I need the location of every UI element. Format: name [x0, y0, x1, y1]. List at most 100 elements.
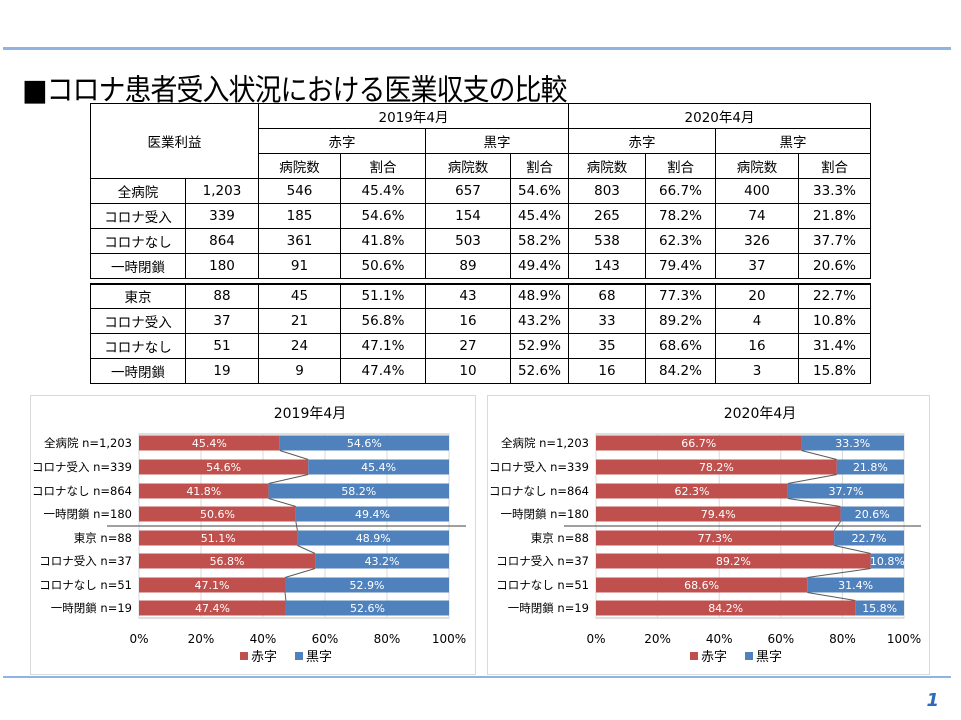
table-cell: 66.7% [645, 178, 716, 204]
data-label: 49.4% [355, 508, 390, 521]
table-cell: 15.8% [798, 358, 871, 384]
x-tick-label: 80% [374, 632, 401, 646]
data-label: 43.2% [365, 555, 400, 568]
data-label: 50.6% [200, 508, 235, 521]
bar-red [139, 506, 296, 522]
series-line [801, 450, 837, 460]
data-label: 77.3% [698, 532, 733, 545]
data-label: 47.1% [195, 579, 230, 592]
table-cell: 3 [715, 358, 799, 384]
table-cell: 68 [568, 282, 646, 309]
table-cell: 33.3% [798, 178, 871, 204]
group-header: 黒字 [425, 128, 569, 154]
data-label: 52.6% [350, 602, 385, 615]
bar-blue [870, 553, 904, 569]
series-line [787, 474, 837, 484]
series-line [787, 498, 841, 507]
page-title: ■コロナ患者受入状況における医業収支の比較 [22, 73, 568, 108]
table-cell: 10 [425, 358, 511, 384]
bar-blue [297, 530, 449, 546]
legend-label: 赤字 [701, 650, 727, 665]
bar-blue [315, 553, 449, 569]
x-tick-label: 20% [644, 632, 671, 646]
legend-swatch-red [690, 652, 698, 660]
bar-blue [840, 506, 904, 522]
legend-label: 赤字 [251, 650, 277, 665]
x-tick-label: 20% [188, 632, 215, 646]
x-tick-label: 0% [586, 632, 605, 646]
table-cell: 339 [185, 203, 259, 229]
bar-blue [308, 459, 449, 475]
data-label: 84.2% [708, 602, 743, 615]
data-label: 41.8% [186, 485, 221, 498]
table-cell: 88 [185, 282, 259, 309]
data-label: 54.6% [347, 437, 382, 450]
bar-red [139, 483, 269, 499]
data-label: 58.2% [341, 485, 376, 498]
bar-blue [285, 577, 449, 593]
top-rule [3, 47, 951, 50]
bar-blue [787, 483, 904, 499]
data-label: 15.8% [862, 602, 897, 615]
table-cell: 52.6% [510, 358, 569, 384]
series-line [284, 592, 287, 601]
table-cell: 45 [258, 282, 341, 309]
category-label: 東京 n=88 [531, 531, 589, 545]
table-cell: 21.8% [798, 203, 871, 229]
category-label: コロナ受入 n=339 [32, 460, 132, 474]
data-label: 89.2% [716, 555, 751, 568]
bar-blue [855, 600, 904, 616]
data-label: 47.4% [195, 602, 230, 615]
data-label: 54.6% [206, 461, 241, 474]
table-row: コロナなし 864 361 41.8% 503 58.2% 538 62.3% 326 37.7% [90, 228, 871, 254]
data-label: 48.9% [356, 532, 391, 545]
sub-header: 割合 [645, 153, 716, 179]
category-label: コロナ受入 n=37 [496, 554, 589, 568]
data-label: 62.3% [674, 485, 709, 498]
category-label: 一時閉鎖 n=19 [508, 601, 589, 615]
group-header: 赤字 [568, 128, 716, 154]
table-cell: 一時閉鎖 [90, 253, 186, 279]
category-label: コロナなし n=864 [32, 484, 132, 498]
data-label: 22.7% [852, 532, 887, 545]
series-line [279, 450, 309, 460]
series-line [807, 568, 871, 578]
table-cell: 84.2% [645, 358, 716, 384]
legend-swatch-blue [745, 652, 753, 660]
bar-red [139, 530, 298, 546]
category-label: コロナなし n=51 [496, 578, 589, 592]
bar-blue [279, 435, 449, 451]
bar-blue [836, 459, 904, 475]
bar-red [596, 435, 802, 451]
bar-red [139, 553, 316, 569]
data-label: 68.6% [684, 579, 719, 592]
bar-blue [285, 600, 449, 616]
x-tick-label: 60% [767, 632, 794, 646]
series-line [284, 568, 316, 578]
x-tick-label: 100% [887, 632, 921, 646]
data-label: 78.2% [699, 461, 734, 474]
bar-blue [268, 483, 449, 499]
table-cell: 52.9% [510, 333, 569, 359]
table-cell: 全病院 [90, 178, 186, 204]
bar-red [139, 459, 309, 475]
legend-swatch-blue [295, 652, 303, 660]
series-line [268, 474, 309, 484]
page-number: 1 [926, 690, 939, 711]
table-cell: 20.6% [798, 253, 871, 279]
table-cell: 91 [258, 253, 341, 279]
category-label: コロナなし n=864 [489, 484, 589, 498]
x-tick-label: 0% [129, 632, 148, 646]
x-tick-label: 40% [250, 632, 277, 646]
bar-red [596, 553, 871, 569]
table-cell: 185 [258, 203, 341, 229]
table-cell: 16 [568, 358, 646, 384]
bottom-rule [3, 676, 951, 678]
x-tick-label: 100% [432, 632, 466, 646]
category-label: 東京 n=88 [74, 531, 132, 545]
bar-red [596, 459, 837, 475]
category-label: 全病院 n=1,203 [44, 436, 132, 450]
table-cell: 864 [185, 228, 259, 254]
bar-red [139, 577, 286, 593]
